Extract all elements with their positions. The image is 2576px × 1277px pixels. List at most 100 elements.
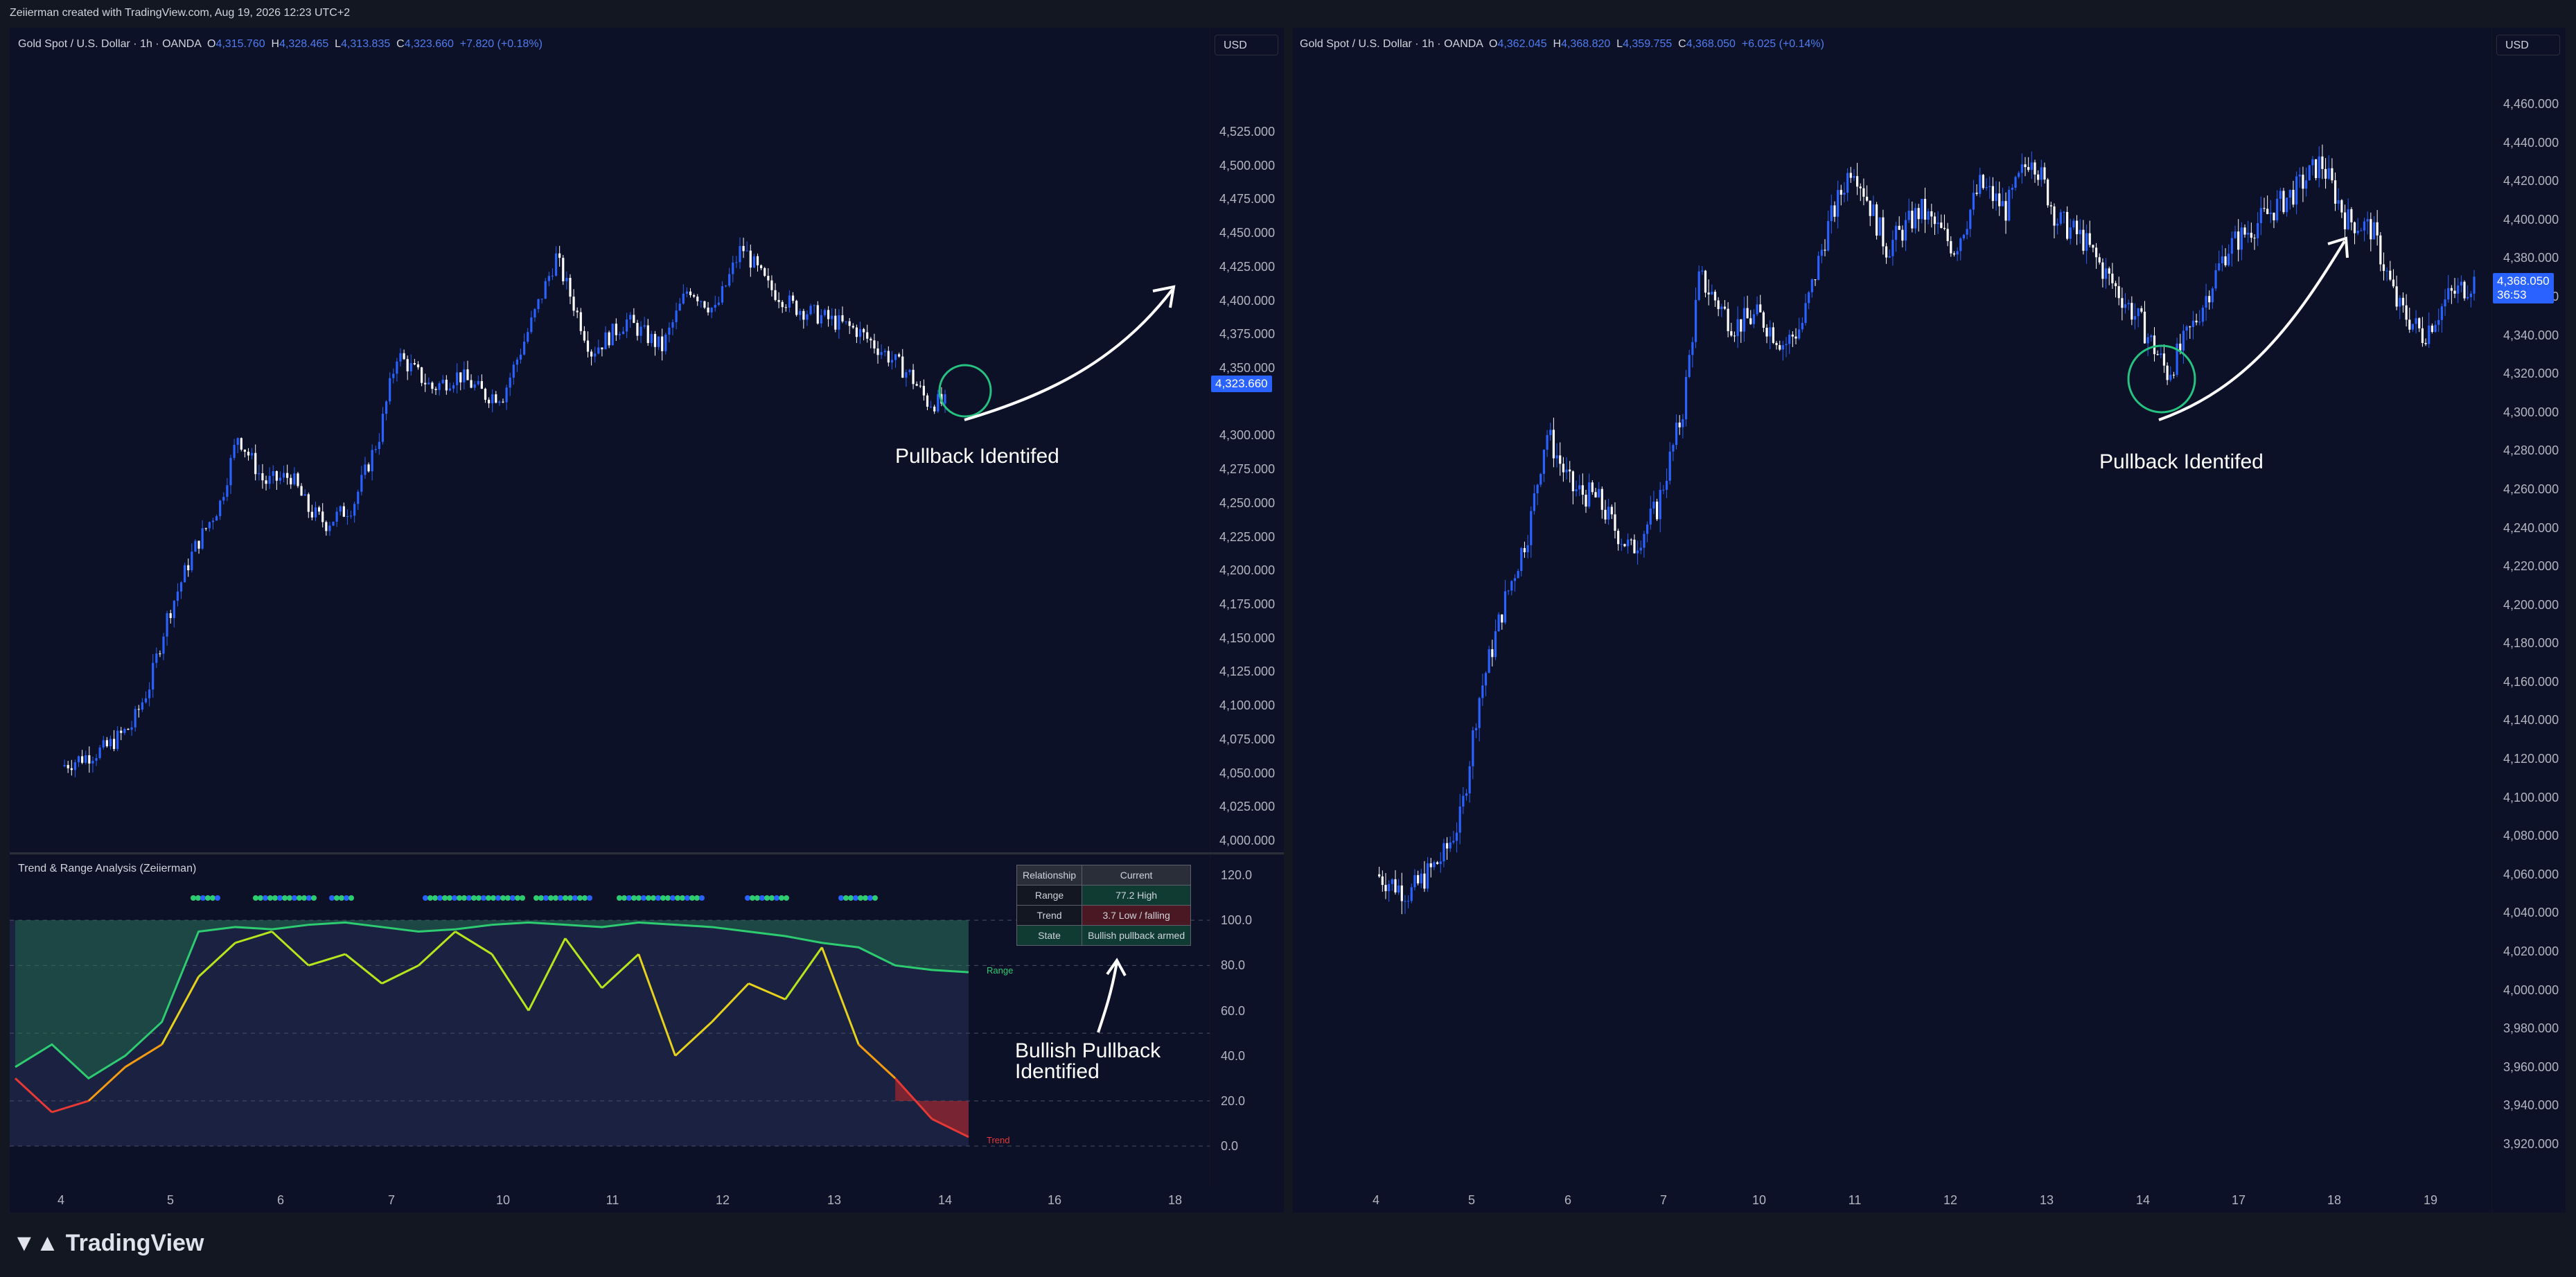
candle: [2195, 320, 2198, 323]
candle: [67, 765, 69, 768]
candle: [764, 268, 766, 276]
candle: [1620, 544, 1623, 545]
signal-dot: [215, 895, 220, 901]
candle: [2273, 212, 2275, 220]
candle: [1704, 270, 1707, 293]
candle: [2085, 233, 2088, 251]
candle: [2327, 168, 2330, 179]
candle: [781, 301, 784, 308]
candle: [2415, 318, 2417, 324]
candle: [1775, 342, 1778, 346]
candle: [2279, 191, 2282, 199]
candle: [91, 760, 94, 764]
table-cell: Bullish pullback armed: [1082, 925, 1192, 946]
left-time-scale[interactable]: [10, 1188, 1284, 1213]
candle: [774, 290, 777, 300]
candle: [1801, 322, 1803, 330]
candle: [484, 389, 487, 400]
candle: [1779, 345, 1781, 350]
candle: [1526, 545, 1529, 553]
signal-dot: [258, 895, 263, 901]
candle: [364, 464, 367, 475]
candle: [636, 323, 639, 336]
right-last-price-tag: 4,368.050 36:53: [2493, 273, 2554, 303]
candle: [204, 528, 207, 529]
candle: [608, 332, 610, 346]
right-price-pane[interactable]: [1293, 28, 2491, 1213]
candle: [1859, 186, 1862, 188]
candle: [194, 540, 197, 552]
signal-dot: [617, 895, 622, 901]
candle: [1937, 222, 1939, 224]
trend-line-segment: [674, 1021, 713, 1057]
signal-dot: [205, 895, 211, 901]
candle: [2008, 189, 2011, 221]
trend-line-segment: [858, 1043, 897, 1080]
candle: [1555, 455, 1558, 459]
candle: [1865, 196, 1869, 201]
candle: [1462, 795, 1465, 807]
candle: [2379, 235, 2382, 265]
candle: [2143, 311, 2146, 344]
candle: [1846, 173, 1849, 193]
candle: [2101, 262, 2104, 279]
candle: [1391, 879, 1393, 884]
candle: [427, 382, 430, 385]
right-price-scale[interactable]: [2492, 28, 2566, 1213]
x-tick-label: 7: [1659, 1193, 1668, 1207]
candle: [650, 333, 653, 344]
candle: [682, 293, 685, 304]
left-price-scale[interactable]: [1210, 28, 1284, 852]
candle: [1762, 312, 1765, 328]
candle: [208, 522, 211, 529]
candle: [1688, 355, 1691, 378]
x-tick-label: 4: [57, 1193, 65, 1207]
candle: [905, 372, 908, 378]
signal-dot: [838, 895, 844, 901]
candle: [2156, 354, 2159, 355]
candle: [2146, 337, 2149, 344]
candle: [724, 285, 727, 287]
candle: [1972, 193, 1975, 210]
table-cell: 77.2 High: [1082, 885, 1192, 906]
candle: [406, 359, 409, 371]
candle: [219, 500, 222, 516]
left-indicator-scale[interactable]: [1210, 855, 1284, 1188]
trend-line-segment: [124, 1043, 163, 1068]
left-price-pane[interactable]: [10, 28, 1210, 852]
left-currency-button[interactable]: USD: [1215, 35, 1278, 55]
candle: [1503, 591, 1507, 623]
signal-dot: [685, 895, 690, 901]
candle: [1598, 488, 1600, 497]
candle: [572, 297, 575, 311]
signal-dot: [282, 895, 288, 901]
signal-dot: [750, 895, 755, 901]
candle: [1394, 879, 1397, 892]
candle: [144, 698, 148, 703]
trend-line-segment: [455, 931, 493, 955]
candle: [802, 310, 805, 320]
candle: [1914, 208, 1917, 229]
y-tick-label: 40.0: [1221, 1048, 1246, 1063]
candle: [696, 297, 699, 301]
candle: [562, 258, 565, 281]
tradingview-logo[interactable]: ▼▲ TradingView: [12, 1230, 204, 1257]
candle: [2063, 211, 2065, 213]
right-currency-button[interactable]: USD: [2496, 35, 2560, 55]
candle: [1917, 208, 1920, 220]
y-tick-label: 4,400.000: [2503, 212, 2559, 227]
signal-dot: [191, 895, 196, 901]
signal-dot: [651, 895, 656, 901]
candle: [1662, 489, 1665, 491]
y-tick-label: 80.0: [1221, 958, 1246, 973]
candle: [141, 702, 143, 710]
candle: [392, 373, 395, 378]
candle: [2172, 374, 2176, 376]
candle: [1975, 193, 1978, 194]
candle: [533, 309, 536, 318]
candle: [2257, 223, 2259, 238]
candle: [1756, 304, 1758, 315]
candle: [653, 333, 657, 347]
candle: [1627, 539, 1630, 547]
left-pane-divider[interactable]: [10, 852, 1284, 854]
